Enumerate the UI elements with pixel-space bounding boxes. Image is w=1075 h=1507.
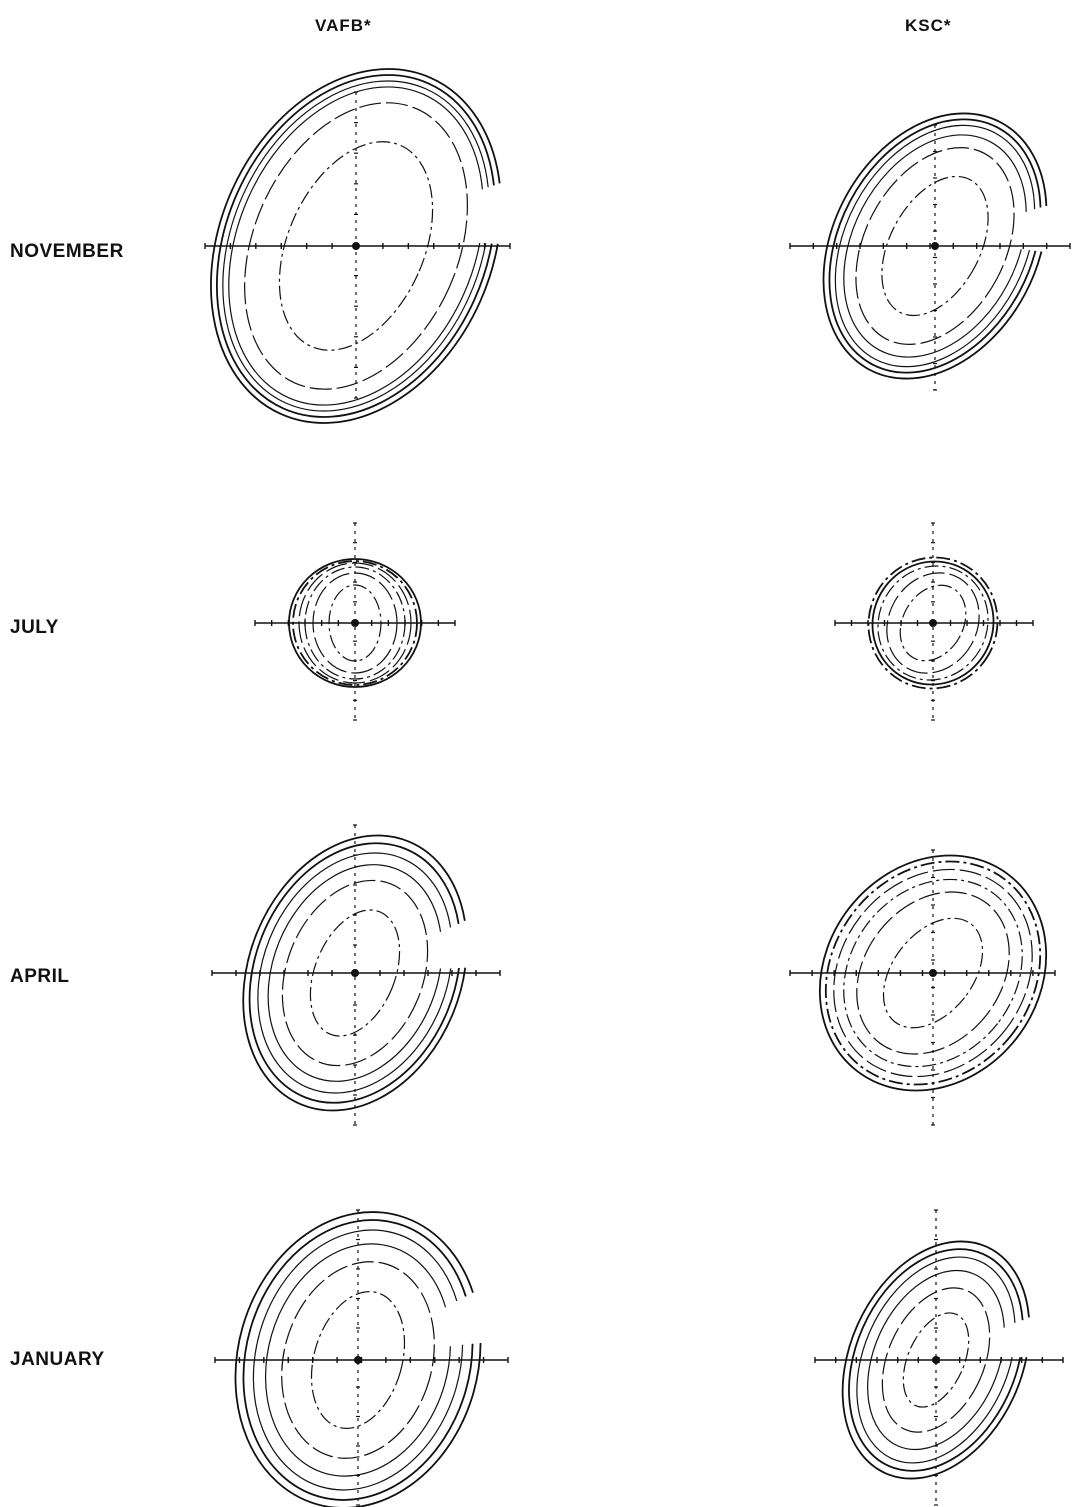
- column-header-ksc: KSC*: [905, 16, 952, 35]
- vafb-april-ellipse-group: [242, 834, 468, 1112]
- vafb-april-ellipse: [267, 864, 443, 1082]
- vafb-april-ellipse: [281, 879, 429, 1067]
- vafb-january-center-dot: [354, 1356, 362, 1364]
- vafb-january-ellipse: [242, 1219, 474, 1501]
- ksc-november-ellipse: [881, 175, 989, 317]
- vafb-april-ellipse: [257, 852, 453, 1094]
- vafb-november-ellipse: [210, 68, 502, 424]
- ksc-november-ellipse: [828, 118, 1042, 374]
- vafb-november-ellipse: [222, 80, 490, 412]
- vafb-july-ellipse: [298, 562, 412, 684]
- vafb-january-ellipse: [281, 1261, 435, 1459]
- ksc-july-center-dot: [929, 619, 937, 627]
- ksc-april-ellipse: [833, 868, 1033, 1078]
- ksc-november-ellipse: [834, 124, 1036, 368]
- vafb-november-center-dot: [352, 242, 360, 250]
- vafb-april-ellipse: [309, 909, 401, 1037]
- ksc-july-ellipse-group: [867, 556, 999, 690]
- row-label-november: NOVEMBER: [10, 241, 124, 262]
- vafb-july-ellipse-group: [288, 558, 422, 688]
- vafb-january-ellipse: [310, 1291, 406, 1429]
- ksc-january-ellipse: [848, 1248, 1024, 1472]
- ksc-january-ellipse: [881, 1287, 991, 1433]
- row-label-july: JULY: [10, 617, 59, 638]
- ksc-november-center-dot: [931, 242, 939, 250]
- ksc-april-ellipse-group: [818, 854, 1048, 1092]
- vafb-july-ellipse: [288, 558, 422, 688]
- ksc-july-ellipse: [867, 556, 999, 690]
- ksc-april-ellipse: [824, 860, 1042, 1086]
- ksc-july-ellipse: [877, 565, 989, 681]
- ksc-november-ellipse: [843, 134, 1027, 358]
- ksc-january-ellipse: [867, 1269, 1005, 1451]
- vafb-november-ellipse: [216, 74, 496, 418]
- vafb-november-ellipse: [244, 102, 468, 390]
- ksc-july-ellipse: [871, 560, 995, 686]
- ksc-april-center-dot: [929, 969, 937, 977]
- ksc-january-ellipse-group: [841, 1240, 1031, 1480]
- row-label-april: APRIL: [10, 966, 70, 987]
- vafb-july-center-dot: [351, 619, 359, 627]
- vafb-july-ellipse: [304, 566, 406, 680]
- vafb-november-ellipse-group: [210, 68, 502, 424]
- vafb-april-ellipse: [248, 842, 462, 1104]
- ksc-november-ellipse: [822, 112, 1048, 380]
- vafb-july-ellipse: [328, 584, 382, 662]
- vafb-november-ellipse: [228, 86, 484, 406]
- ksc-january-ellipse: [856, 1256, 1016, 1464]
- ksc-july-ellipse: [886, 572, 980, 674]
- ksc-july-ellipse: [899, 584, 967, 662]
- vafb-july-ellipse: [312, 572, 398, 674]
- ksc-april-ellipse: [882, 917, 984, 1029]
- vafb-april-ellipse: [242, 834, 468, 1112]
- ksc-january-ellipse: [841, 1240, 1031, 1480]
- vafb-january-ellipse: [252, 1229, 464, 1491]
- ksc-april-ellipse: [856, 891, 1010, 1055]
- ksc-january-center-dot: [932, 1356, 940, 1364]
- ksc-november-ellipse: [855, 147, 1015, 345]
- row-label-january: JANUARY: [10, 1349, 105, 1370]
- ksc-november-ellipse-group: [822, 112, 1048, 380]
- vafb-january-ellipse: [234, 1211, 482, 1507]
- vafb-january-ellipse: [264, 1243, 452, 1477]
- ksc-january-ellipse: [902, 1312, 970, 1408]
- vafb-july-ellipse: [292, 560, 418, 686]
- ksc-april-ellipse: [843, 878, 1023, 1068]
- ksc-april-ellipse: [818, 854, 1048, 1092]
- column-header-vafb: VAFB*: [315, 16, 372, 35]
- vafb-april-center-dot: [351, 969, 359, 977]
- vafb-january-ellipse-group: [234, 1211, 482, 1507]
